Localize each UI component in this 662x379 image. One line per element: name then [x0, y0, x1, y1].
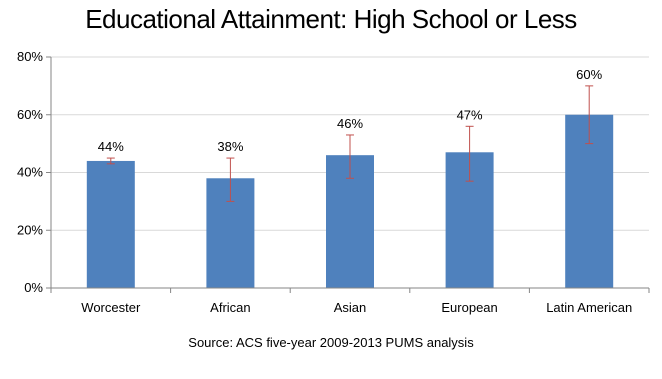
x-tick-label: African — [210, 300, 250, 315]
y-tick-label: 40% — [17, 165, 43, 180]
x-tick-label: European — [441, 300, 497, 315]
data-label: 47% — [457, 107, 483, 122]
x-tick-label: Worcester — [81, 300, 141, 315]
error-bars — [106, 85, 594, 202]
x-tick-label: Asian — [334, 300, 367, 315]
chart-title: Educational Attainment: High School or L… — [85, 4, 577, 34]
error-bar — [106, 157, 115, 165]
error-bar — [585, 85, 594, 145]
bar — [86, 160, 135, 288]
y-tick-label: 60% — [17, 107, 43, 122]
y-tick-label: 0% — [24, 280, 43, 295]
data-label: 46% — [337, 116, 363, 131]
x-tick-label: Latin American — [546, 300, 632, 315]
error-bar — [226, 157, 235, 202]
y-tick-label: 80% — [17, 49, 43, 64]
y-tick-label: 20% — [17, 222, 43, 237]
source-note: Source: ACS five-year 2009-2013 PUMS ana… — [188, 335, 474, 350]
data-labels: 44% 38% 46% 47% 60% — [98, 67, 603, 154]
data-label: 60% — [576, 67, 602, 82]
axes: 0% 20% 40% 60% 80% Worcester African Asian Europ… — [17, 49, 650, 315]
data-label: 44% — [98, 139, 124, 154]
error-bar — [465, 125, 474, 182]
data-label: 38% — [217, 139, 243, 154]
error-bar — [346, 134, 354, 179]
